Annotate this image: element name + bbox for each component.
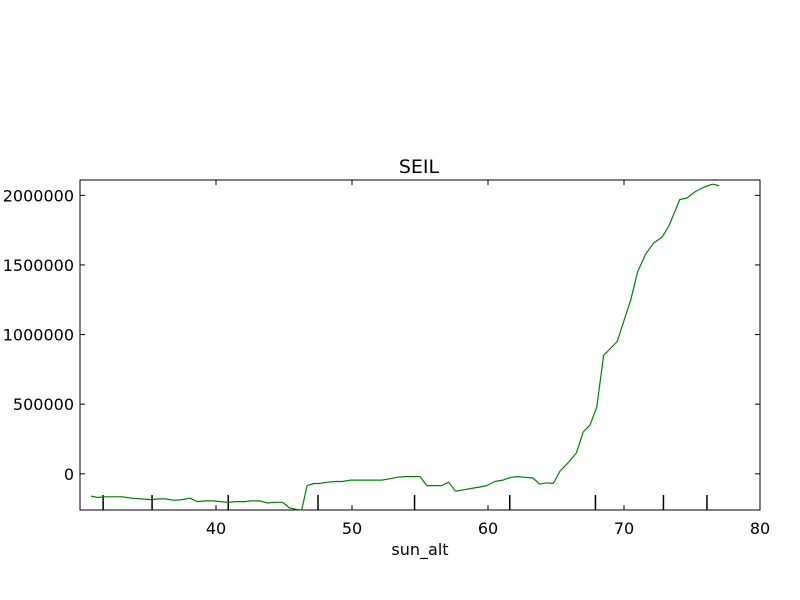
y-tick-label: 1500000 xyxy=(3,256,74,275)
rug-marks xyxy=(102,495,708,510)
series-line xyxy=(90,183,720,511)
plot-frame xyxy=(79,179,761,511)
chart-title: SEIL xyxy=(399,156,440,178)
y-tick-label: 1000000 xyxy=(3,326,74,345)
x-tick-label: 40 xyxy=(206,519,226,538)
x-tick-label: 50 xyxy=(342,519,362,538)
series-layer xyxy=(90,183,720,511)
y-tick-label: 0 xyxy=(64,465,74,484)
y-tick-label: 500000 xyxy=(13,395,74,414)
x-axis-title: sun_alt xyxy=(391,540,448,560)
y-axis: 0 500000 1000000 1500000 2000000 xyxy=(3,186,760,484)
x-tick-label: 60 xyxy=(478,519,498,538)
x-tick-label: 70 xyxy=(614,519,634,538)
x-axis: 40 50 60 70 80 xyxy=(206,180,770,538)
y-tick-label: 2000000 xyxy=(3,186,74,205)
x-tick-label: 80 xyxy=(750,519,770,538)
